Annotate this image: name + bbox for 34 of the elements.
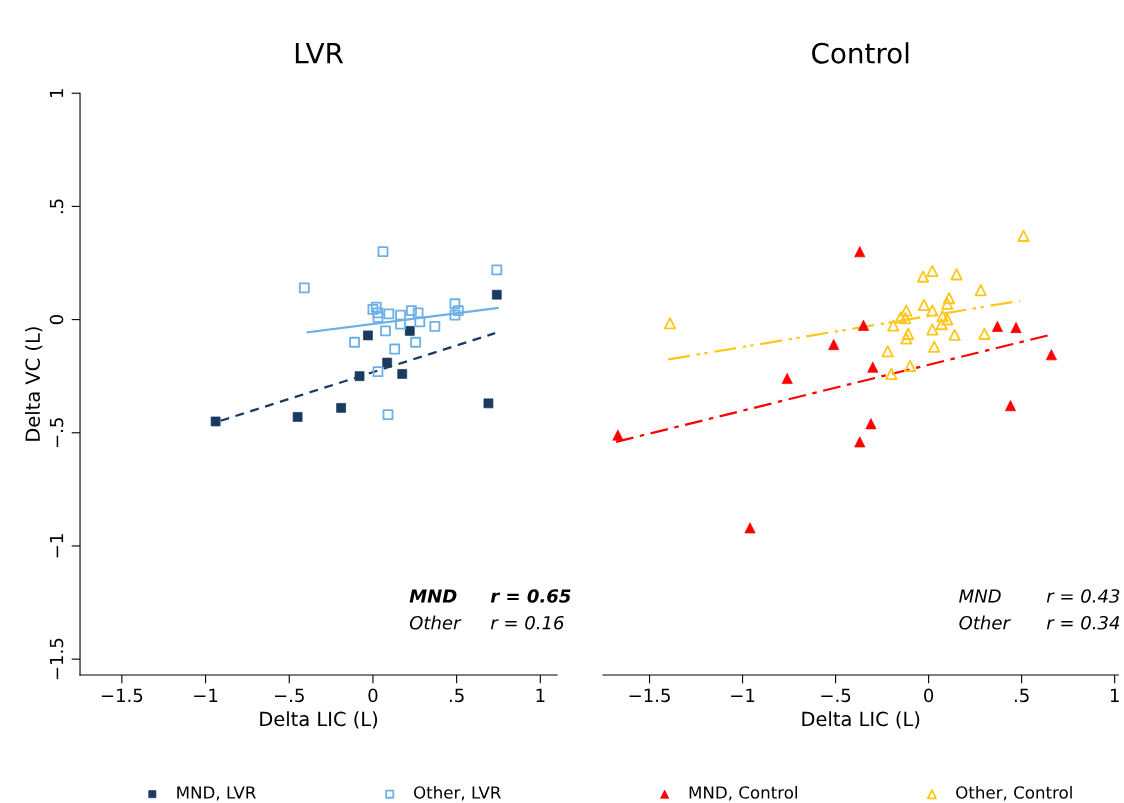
legend-label: MND, LVR [177,786,256,801]
x-tick-label: 0 [368,688,378,703]
x-tick-label: −.5 [274,688,304,703]
x-tick-label: −.5 [821,688,851,703]
x-tick-label: 0 [924,688,934,703]
chart-title: LVR [295,43,344,64]
annotation: r = 0.43 [1046,589,1120,603]
x-tick-label: −1 [194,688,218,702]
legend-label: Other, LVR [413,785,501,801]
x-tick-label: .5 [449,688,464,703]
y-tick-label: −.5 [49,418,64,448]
x-axis-title: Delta LIC (L) [260,711,378,729]
y-tick-label: −1 [49,534,64,558]
x-axis-title: Delta LIC (L) [802,711,920,729]
annotation: Other [959,615,1011,630]
x-tick-label: 1 [536,688,545,702]
y-tick-label: 0 [49,315,64,325]
x-tick-label: −1.5 [101,688,143,703]
annotation: r = 0.16 [490,615,564,630]
x-tick-label: −1.5 [629,688,670,703]
annotation: r = 0.65 [490,589,571,603]
annotation: Other [409,615,462,630]
annotation: MND [409,589,457,603]
x-tick-label: .5 [1014,688,1029,703]
y-tick-label: 1 [49,89,64,97]
y-tick-label: .5 [49,199,64,214]
x-tick-label: −1 [731,688,755,702]
legend-label: Other, Control [956,785,1072,801]
legend-label: MND, Control [689,785,797,801]
y-axis-title: Delta VC (L) [24,327,43,441]
annotation: MND [959,589,1001,603]
annotation: r = 0.34 [1046,615,1120,630]
chart-title: Control [812,42,909,64]
x-tick-label: 1 [1110,688,1119,702]
